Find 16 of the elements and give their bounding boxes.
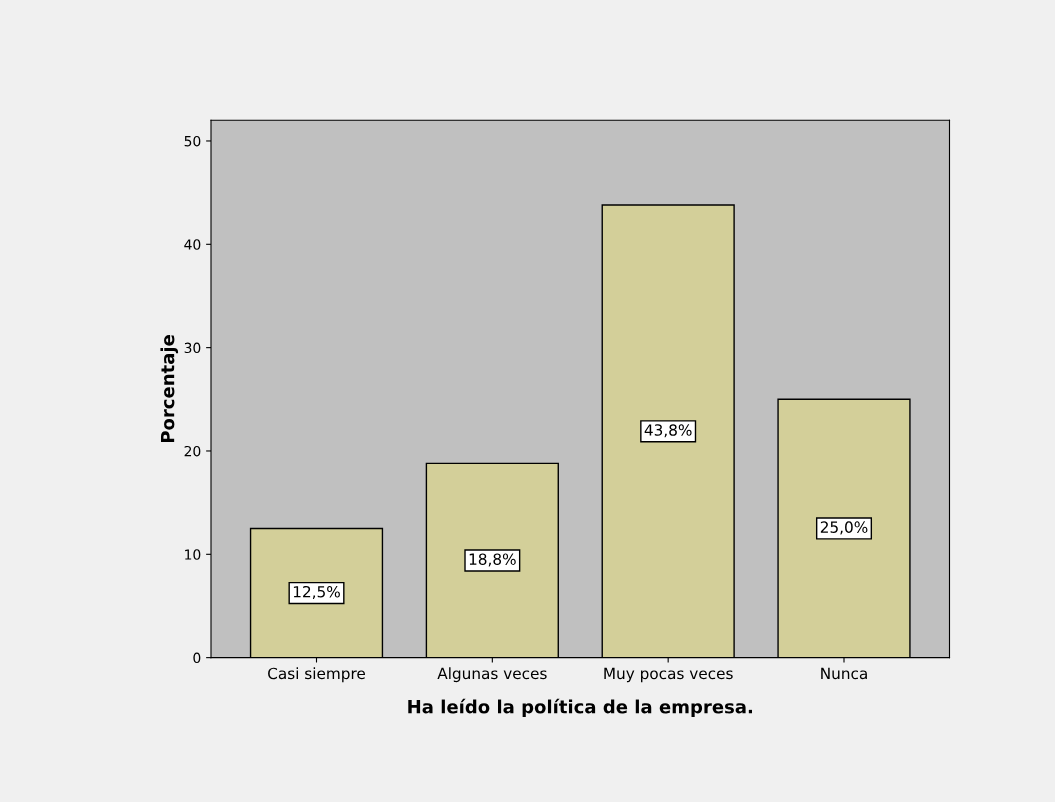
- y-tick-label: 40: [184, 239, 201, 250]
- data-label: 25,0%: [820, 521, 868, 535]
- x-tick-label: Algunas veces: [437, 667, 547, 683]
- x-tick-label: Nunca: [821, 667, 867, 680]
- data-label: 43,8%: [644, 424, 692, 438]
- x-tick-label: Casi siempre: [268, 667, 365, 683]
- y-tick-label: 50: [184, 135, 201, 147]
- x-axis-title: Ha leído la política de la empresa.: [408, 698, 753, 718]
- y-tick-label: 0: [193, 652, 201, 664]
- y-tick-label: 20: [184, 445, 201, 457]
- y-tick-label: 30: [184, 342, 201, 354]
- y-axis-title: Porcentaje: [160, 335, 179, 443]
- data-label: 12,5%: [293, 585, 340, 600]
- y-tick-label: 10: [185, 549, 201, 560]
- x-tick-label: Muy pocas veces: [604, 667, 733, 683]
- data-label: 18,8%: [469, 553, 516, 567]
